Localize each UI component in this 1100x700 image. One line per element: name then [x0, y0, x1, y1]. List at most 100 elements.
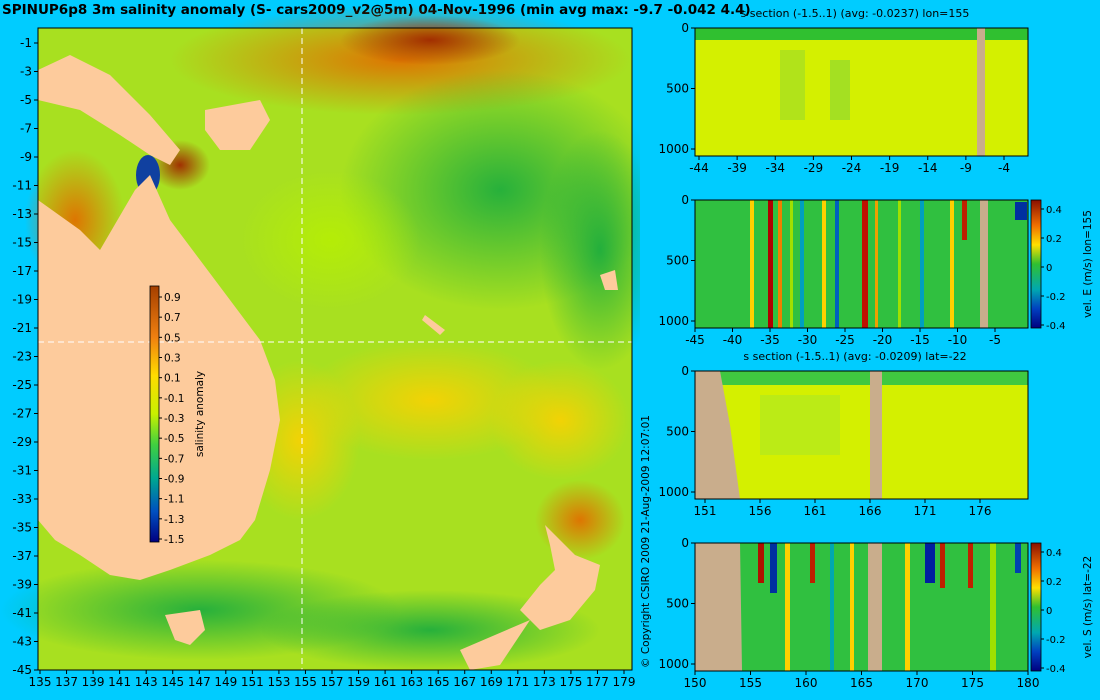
panel4-colorbar-label: -0.2 [1046, 635, 1066, 646]
panel4-land [868, 543, 882, 671]
map-colorbar-label: -0.3 [164, 413, 185, 425]
map-y-label: -23 [12, 350, 32, 364]
map-x-label: 149 [214, 675, 237, 689]
panel3-y-label: 1000 [658, 485, 689, 499]
panel3-x-label: 151 [694, 504, 717, 518]
map-x-label: 143 [135, 675, 158, 689]
map-y-label: -45 [12, 663, 32, 677]
panel1-x-label: -39 [727, 161, 747, 175]
panel2-colorbar-label: 0.2 [1046, 234, 1062, 245]
map-y-label: -29 [12, 435, 32, 449]
panel1-x-label: -9 [960, 161, 972, 175]
panel2-colorbar-label: -0.2 [1046, 292, 1066, 303]
panel2-colorbar-label: vel. E (m/s) lon=155 [1082, 210, 1094, 318]
panel3-x-axis: 151 156 161 166 171 176 [694, 499, 991, 518]
panel1-x-label: -34 [765, 161, 785, 175]
map-colorbar-label: 0.7 [164, 312, 181, 324]
panel2-plot [695, 200, 1028, 328]
panel2-x-axis: -45 -40 -35 -30 -25 -20 -15 -10 -5 [685, 328, 1001, 347]
panel4-x-label: 170 [906, 676, 929, 690]
panel4-colorbar-label: 0.2 [1046, 577, 1062, 588]
panel2-x-label: -35 [760, 333, 780, 347]
panel1-x-label: -44 [689, 161, 709, 175]
map-y-label: -37 [12, 549, 32, 563]
map-y-label: -13 [12, 207, 32, 221]
panel4-y-axis: 0 500 1000 [658, 536, 695, 671]
panel2-colorbar-label: 0.4 [1046, 205, 1062, 216]
map-x-label: 159 [347, 675, 370, 689]
panel4-y-label: 0 [681, 536, 689, 550]
panel4-y-label: 500 [666, 597, 689, 611]
map-y-label: -39 [12, 578, 32, 592]
panel4-colorbar-label: -0.4 [1046, 664, 1066, 675]
panel2-y-label: 500 [666, 254, 689, 268]
map-x-label: 137 [55, 675, 78, 689]
panel2-x-label: -20 [873, 333, 893, 347]
panel3-x-label: 171 [914, 504, 937, 518]
map-y-label: -31 [12, 464, 32, 478]
panel1-x-axis: -44 -39 -34 -29 -24 -19 -14 -9 -4 [689, 156, 1010, 175]
panel1-y-label: 500 [666, 82, 689, 96]
panel3-x-label: 166 [859, 504, 882, 518]
map-y-label: -17 [12, 264, 32, 278]
map-y-label: -15 [12, 236, 32, 250]
panel2-x-label: -30 [798, 333, 818, 347]
map-colorbar-ticks: 0.9 0.7 0.5 0.3 0.1 -0.1 -0.3 -0.5 -0.7 -0.9 -1.1 -… [159, 292, 185, 546]
panel3-y-label: 0 [681, 364, 689, 378]
map-y-label: -3 [20, 65, 32, 79]
map-y-label: -41 [12, 606, 32, 620]
map-x-label: 179 [613, 675, 636, 689]
panel4-colorbar-label: 0 [1046, 606, 1052, 617]
map-x-label: 141 [108, 675, 131, 689]
panel1-x-label: -4 [998, 161, 1010, 175]
map-colorbar-label: -0.1 [164, 393, 185, 405]
map-colorbar-label: salinity anomaly [194, 371, 206, 457]
map-x-label: 157 [321, 675, 344, 689]
panel2-y-label: 1000 [658, 314, 689, 328]
map-frame [37, 27, 633, 671]
map-x-label: 165 [427, 675, 450, 689]
map-y-label: -43 [12, 635, 32, 649]
map-y-label: -7 [20, 122, 32, 136]
map-colorbar-label: 0.9 [164, 292, 181, 304]
map-colorbar [149, 285, 160, 543]
panel2-x-label: -40 [723, 333, 743, 347]
panel4-x-label: 155 [739, 676, 762, 690]
map-x-label: 171 [506, 675, 529, 689]
map-x-label: 145 [161, 675, 184, 689]
panel1-x-label: -14 [918, 161, 938, 175]
map-colorbar-label: -1.5 [164, 534, 185, 546]
map-x-label: 169 [480, 675, 503, 689]
panel4-x-axis: 150 155 160 165 170 175 180 [684, 671, 1039, 690]
panel3-y-axis: 0 500 1000 [658, 364, 695, 499]
map-y-label: -35 [12, 521, 32, 535]
map-y-label: -9 [20, 150, 32, 164]
map-colorbar-label: 0.1 [164, 373, 181, 385]
map-colorbar-label: -0.5 [164, 433, 185, 445]
crosshair [38, 28, 632, 670]
panel2-colorbar-label: -0.4 [1046, 321, 1066, 332]
panel1-y-label: 0 [681, 21, 689, 35]
map-y-axis: -1 -3 -5 -7 -9 -11 -13 -15 -17 -19 -21 -23 -25 -27 -29… [12, 36, 38, 677]
map-y-label: -5 [20, 93, 32, 107]
panel2-x-label: -25 [835, 333, 855, 347]
map-colorbar-label: -0.9 [164, 474, 185, 486]
map-x-axis: 135 137 139 141 143 145 147 149 151 153 155 157 159 1… [29, 670, 636, 689]
panel4-x-label: 160 [795, 676, 818, 690]
map-x-label: 177 [586, 675, 609, 689]
panel2-colorbar [1030, 199, 1042, 329]
panel4-colorbar-label: 0.4 [1046, 548, 1062, 559]
map-x-label: 151 [241, 675, 264, 689]
map-x-label: 175 [559, 675, 582, 689]
panel2-y-axis: 0 500 1000 [658, 193, 695, 328]
map-colorbar-label: -1.1 [164, 494, 185, 506]
panel4-plot [695, 543, 1028, 671]
panel2-colorbar-ticks: 0.4 0.2 0 -0.2 -0.4 [1041, 205, 1066, 332]
panel2-y-label: 0 [681, 193, 689, 207]
s-section-lat-22: s section (-1.5..1) (avg: -0.0209) lat=-… [658, 350, 1029, 518]
map-y-label: -19 [12, 293, 32, 307]
map-x-label: 135 [29, 675, 52, 689]
panel1-title: s section (-1.5..1) (avg: -0.0237) lon=1… [741, 7, 970, 20]
panel2-x-label: -15 [910, 333, 930, 347]
